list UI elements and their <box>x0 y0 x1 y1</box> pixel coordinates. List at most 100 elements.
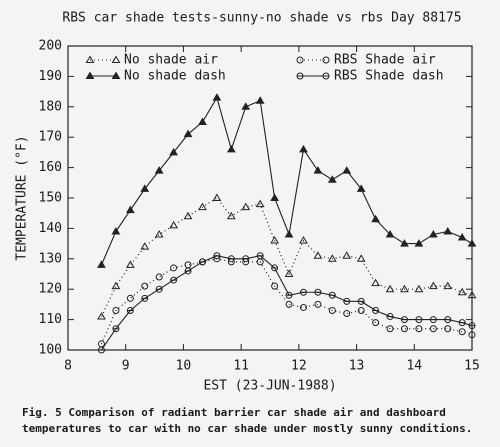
x-tick-label: 13 <box>349 359 365 374</box>
legend-marker <box>111 71 121 79</box>
marker <box>457 287 467 296</box>
marker <box>467 239 477 247</box>
x-tick-label: 9 <box>122 359 130 374</box>
chart-title: RBS car shade tests-sunny-no shade vs rb… <box>62 11 461 26</box>
y-tick-label: 100 <box>39 343 62 358</box>
marker <box>386 325 394 333</box>
marker <box>385 229 395 238</box>
marker <box>285 300 293 308</box>
marker <box>198 202 207 211</box>
legend-marker <box>296 72 304 80</box>
marker <box>256 258 264 266</box>
marker <box>227 255 235 263</box>
y-axis-label: TEMPERATURE (°F) <box>15 135 30 260</box>
marker <box>313 166 323 174</box>
marker <box>299 144 308 153</box>
series-line <box>100 258 473 345</box>
marker <box>155 285 163 293</box>
marker <box>299 304 307 311</box>
marker <box>314 300 322 308</box>
marker <box>327 254 337 262</box>
y-tick-label: 170 <box>39 130 62 145</box>
marker <box>285 291 293 299</box>
marker <box>141 282 149 290</box>
marker <box>111 281 121 290</box>
x-tick-label: 12 <box>291 359 307 374</box>
marker <box>284 269 294 277</box>
marker <box>400 325 408 333</box>
legend-marker <box>322 56 330 64</box>
marker <box>126 307 134 314</box>
marker <box>429 325 437 333</box>
marker <box>170 276 178 284</box>
marker <box>97 312 106 320</box>
x-tick-label: 11 <box>233 359 249 374</box>
x-tick-label: 10 <box>176 359 192 374</box>
marker <box>443 281 453 290</box>
y-tick-label: 200 <box>39 39 62 54</box>
y-tick-label: 130 <box>39 251 62 266</box>
marker <box>97 340 105 348</box>
marker <box>241 102 251 110</box>
marker <box>371 278 380 287</box>
marker <box>415 325 423 333</box>
legend-marker <box>111 55 121 63</box>
marker <box>299 236 308 244</box>
series-line <box>100 197 473 317</box>
marker <box>97 260 106 268</box>
marker <box>212 193 222 201</box>
marker <box>184 261 192 269</box>
marker <box>155 273 163 281</box>
marker <box>226 211 236 220</box>
marker <box>457 233 467 241</box>
marker <box>415 316 423 324</box>
marker <box>428 229 438 238</box>
y-tick-label: 110 <box>39 312 62 327</box>
y-tick-label: 120 <box>39 282 62 297</box>
marker <box>227 258 235 266</box>
marker <box>400 284 409 293</box>
marker <box>154 166 164 174</box>
marker <box>198 258 206 266</box>
marker <box>314 288 322 296</box>
marker <box>428 281 438 290</box>
marker <box>111 226 121 235</box>
legend-marker <box>322 72 330 80</box>
marker <box>141 294 149 302</box>
marker <box>183 211 193 220</box>
marker <box>284 229 294 238</box>
marker <box>357 307 365 314</box>
marker <box>468 322 476 330</box>
legend-label: No shade air <box>124 53 218 68</box>
caption: temperatures to car with no car shade un… <box>22 422 472 435</box>
marker <box>184 267 192 275</box>
series-line <box>100 96 473 266</box>
marker <box>140 242 150 250</box>
marker <box>467 290 477 299</box>
marker <box>444 316 452 324</box>
marker <box>270 193 279 201</box>
marker <box>112 325 120 333</box>
legend-marker <box>296 56 304 64</box>
y-tick-label: 190 <box>39 69 62 84</box>
marker <box>371 214 380 223</box>
legend-label: RBS Shade air <box>334 53 436 68</box>
marker <box>170 264 178 272</box>
marker <box>400 239 409 247</box>
marker <box>126 294 134 302</box>
y-tick-label: 140 <box>39 221 62 236</box>
marker <box>271 264 279 272</box>
marker <box>385 284 395 293</box>
marker <box>414 284 424 293</box>
legend-marker <box>85 71 95 79</box>
marker <box>212 93 222 101</box>
marker <box>343 310 351 317</box>
marker <box>343 297 351 305</box>
marker <box>255 96 265 104</box>
x-axis-label: EST (23-JUN-1988) <box>203 379 336 394</box>
marker <box>125 260 135 268</box>
marker <box>372 319 380 327</box>
marker <box>169 147 178 156</box>
marker <box>226 144 236 153</box>
marker <box>242 255 250 263</box>
